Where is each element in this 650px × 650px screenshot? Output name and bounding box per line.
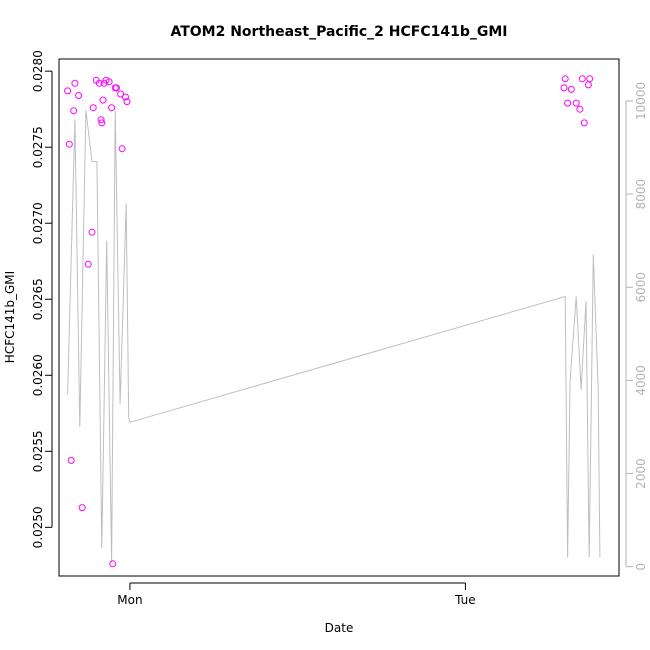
y-left-tick-label: 0.0255 xyxy=(31,430,45,472)
y-right-tick-label: 0 xyxy=(634,563,648,571)
y-left-tick-label: 0.0260 xyxy=(31,354,45,396)
y-left-tick-label: 0.0275 xyxy=(31,126,45,168)
data-point xyxy=(561,75,569,83)
data-point xyxy=(105,78,113,86)
data-point xyxy=(95,79,103,87)
y-left-tick-label: 0.0280 xyxy=(31,50,45,92)
data-point xyxy=(576,105,584,113)
y-axis-label: HCFC141b_GMI xyxy=(3,271,17,363)
data-point xyxy=(117,90,125,98)
y-right-tick-label: 6000 xyxy=(634,272,648,303)
y-right-tick-label: 2000 xyxy=(634,458,648,489)
x-axis-label: Date xyxy=(325,621,354,635)
y-left-tick-label: 0.0250 xyxy=(31,506,45,548)
data-point xyxy=(97,116,105,124)
data-point xyxy=(584,81,592,89)
data-point xyxy=(64,87,72,95)
y-right-tick-label: 10000 xyxy=(634,82,648,120)
data-point xyxy=(99,96,107,104)
y-right-tick-label: 8000 xyxy=(634,179,648,210)
data-point xyxy=(572,99,580,107)
data-point xyxy=(67,456,75,464)
data-point xyxy=(586,75,594,83)
data-point xyxy=(109,560,117,568)
data-point xyxy=(98,119,106,127)
data-point xyxy=(123,98,131,106)
data-point xyxy=(78,504,86,512)
data-point xyxy=(560,84,568,92)
data-point xyxy=(108,104,116,112)
data-point xyxy=(567,85,575,93)
x-tick-label: Mon xyxy=(117,593,142,607)
x-tick-label: Tue xyxy=(454,593,476,607)
series-line xyxy=(67,110,601,563)
data-point xyxy=(70,107,78,115)
data-point xyxy=(84,260,92,268)
data-point xyxy=(71,79,79,87)
y-right-tick-label: 4000 xyxy=(634,365,648,396)
data-point xyxy=(122,93,129,101)
data-point xyxy=(580,119,588,127)
chart-marks: 0.0250 0.0255 0.0260 0.0265 0.0270 0.0275 0.02… xyxy=(31,50,648,607)
data-point xyxy=(75,92,83,99)
plot-frame xyxy=(58,58,620,577)
data-point xyxy=(88,228,96,236)
y-left-tick-label: 0.0270 xyxy=(31,202,45,244)
data-point xyxy=(89,104,97,112)
data-point xyxy=(578,75,586,83)
data-point xyxy=(564,99,572,107)
data-point xyxy=(118,145,126,153)
chart-title: ATOM2 Northeast_Pacific_2 HCFC141b_GMI xyxy=(170,24,507,40)
y-left-tick-label: 0.0265 xyxy=(31,278,45,320)
data-point xyxy=(113,84,120,92)
data-point xyxy=(65,140,73,148)
